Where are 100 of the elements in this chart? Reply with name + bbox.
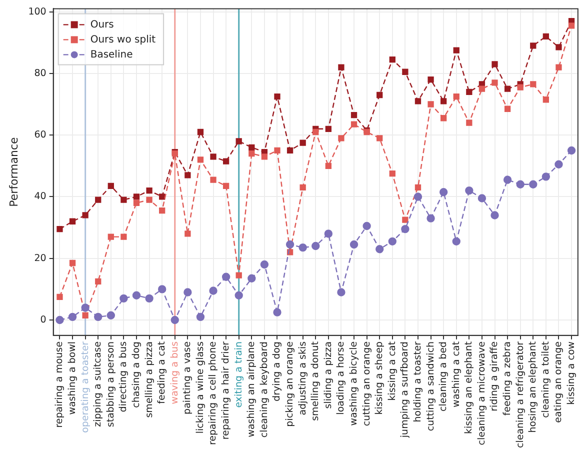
point	[146, 187, 152, 194]
point	[478, 86, 486, 92]
point	[106, 311, 116, 320]
x-tick-label: washing a bicycle	[348, 341, 360, 426]
point	[376, 135, 383, 142]
point	[236, 272, 242, 278]
point	[530, 42, 536, 49]
point	[108, 234, 114, 240]
point	[274, 147, 280, 154]
point	[133, 200, 140, 206]
point	[81, 304, 90, 312]
point	[376, 92, 383, 98]
point	[196, 312, 205, 322]
point	[184, 288, 192, 296]
y-tick-label: 60	[34, 130, 46, 141]
x-tick-label: cutting a sandwich	[425, 341, 436, 432]
point	[428, 101, 434, 108]
point	[274, 93, 280, 100]
x-tick-label: repairing a cell phone	[208, 341, 219, 446]
point	[222, 272, 230, 281]
point	[234, 291, 243, 300]
point	[542, 172, 550, 181]
point	[362, 222, 371, 230]
point	[146, 196, 152, 203]
point	[338, 135, 344, 142]
x-tick-label: jumping a surfboard	[400, 341, 411, 439]
point	[82, 312, 88, 318]
point	[426, 214, 435, 222]
x-tick-label: drying a dog	[272, 341, 283, 402]
point	[556, 44, 562, 50]
point	[133, 194, 140, 200]
point	[517, 84, 524, 90]
point	[236, 138, 242, 144]
point	[567, 146, 576, 155]
point	[120, 196, 127, 203]
x-tick-label: kissing a sheep	[374, 341, 386, 415]
point	[325, 162, 332, 169]
point	[94, 312, 102, 322]
x-tick-label: repairing a mouse	[54, 341, 66, 428]
point	[209, 286, 218, 295]
point	[120, 234, 127, 240]
x-tick-label: loading a horse	[336, 341, 347, 415]
x-tick-label: cleaning a microwave	[476, 341, 488, 446]
legend-label: Ours wo split	[90, 34, 156, 46]
point	[197, 156, 204, 163]
x-tick-label: adjusting a skis	[297, 341, 308, 416]
point	[158, 285, 166, 294]
x-tick-label: cleaning a bed	[438, 341, 450, 412]
y-axis-title: Performance	[7, 136, 20, 207]
x-tick-label: exiting a train	[233, 341, 244, 408]
point	[132, 291, 141, 300]
point	[492, 80, 498, 86]
y-tick-label: 0	[40, 314, 46, 326]
point	[492, 61, 498, 68]
point	[389, 56, 396, 63]
point	[338, 64, 344, 70]
x-tick-label: holding a toaster	[412, 341, 424, 422]
point	[478, 194, 486, 202]
point	[248, 150, 255, 157]
point	[504, 86, 511, 92]
point	[197, 128, 204, 136]
point	[414, 192, 422, 201]
point	[350, 121, 358, 128]
x-tick-label: kissing a cat	[386, 341, 398, 401]
point	[159, 194, 166, 200]
point	[503, 176, 512, 184]
x-tick-label: washing a bowl	[66, 341, 78, 415]
point	[350, 240, 358, 249]
x-tick-label: eating an orange	[553, 341, 564, 423]
legend-label: Ours	[90, 19, 114, 30]
x-tick-label: directing a bus	[118, 341, 130, 412]
point	[312, 242, 320, 250]
x-tick-label: hosing an elephant	[528, 341, 539, 433]
point	[516, 180, 524, 188]
point	[286, 147, 294, 154]
point	[222, 182, 230, 190]
point	[466, 88, 472, 95]
point	[108, 182, 114, 190]
point	[530, 81, 536, 88]
x-tick-label: kissing a cow	[566, 341, 577, 405]
point	[490, 211, 499, 220]
point	[568, 22, 575, 29]
point	[388, 237, 396, 246]
point	[210, 176, 216, 183]
point	[542, 33, 550, 40]
x-tick-label: sliding a pizza	[322, 341, 334, 409]
point	[145, 294, 154, 303]
point	[261, 154, 268, 160]
x-tick-label: operating a toaster	[80, 341, 91, 433]
x-tick-label: smelling a pizza	[144, 341, 155, 418]
point	[337, 288, 346, 296]
point	[300, 140, 306, 146]
point	[170, 316, 179, 324]
point	[159, 208, 166, 214]
point	[402, 216, 408, 223]
y-tick-label: 80	[34, 68, 46, 79]
x-tick-label: licking a wine glass	[194, 341, 206, 434]
x-tick-label: cutting an orange	[361, 341, 372, 426]
point	[210, 154, 216, 160]
point	[440, 98, 447, 104]
